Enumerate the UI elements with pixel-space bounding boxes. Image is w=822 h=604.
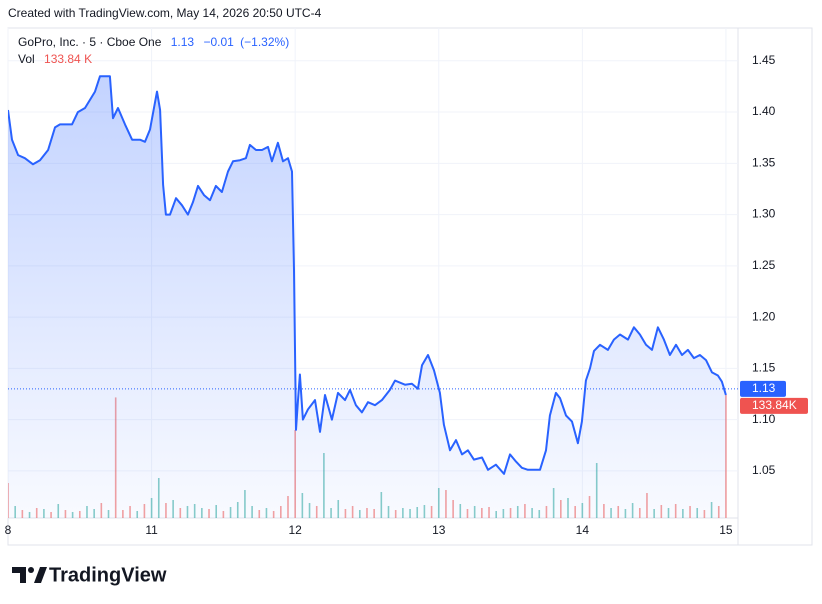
legend-line: GoPro, Inc. · 5 · Cboe One 1.13 −0.01 (−…: [18, 35, 289, 49]
change-percent: (−1.32%): [240, 35, 289, 49]
x-tick-label: 14: [576, 523, 590, 537]
y-tick-label: 1.25: [752, 258, 776, 272]
logo-dot: [28, 567, 34, 573]
volume-legend: Vol 133.84 K: [18, 52, 92, 66]
axes: 1.05 1.10 1.15 1.20 1.25 1.30 1.35 1.40 1.45 8 11 1…: [5, 53, 808, 537]
volume-bar: [725, 395, 727, 518]
x-tick-label: 12: [288, 523, 302, 537]
x-tick-label: 13: [432, 523, 446, 537]
volume-box: [740, 397, 808, 414]
volume-axis-label: 133.84K: [752, 398, 797, 412]
volume-name: Vol: [18, 52, 35, 66]
logo-text: TradingView: [49, 564, 167, 586]
y-tick-label: 1.35: [752, 155, 776, 169]
y-tick-label: 1.20: [752, 309, 776, 323]
price-line: [8, 75, 727, 475]
x-tick-label: 11: [145, 523, 158, 537]
x-tick-label: 8: [5, 523, 12, 537]
last-price-box: [740, 380, 786, 397]
x-tick-label: 15: [719, 523, 733, 537]
y-tick-label: 1.40: [752, 104, 776, 118]
y-tick-label: 1.30: [752, 207, 776, 221]
last-price: 1.13: [171, 35, 195, 49]
symbol: GoPro, Inc. · 5 · Cboe One: [18, 35, 162, 49]
logo-mark: [12, 567, 26, 583]
price-plot: [8, 75, 727, 518]
change: −0.01: [203, 35, 234, 49]
y-tick-label: 1.15: [752, 361, 776, 375]
logo-mark: [34, 567, 47, 583]
logo: TradingView: [12, 564, 167, 586]
last-price-label: 1.13: [752, 381, 776, 395]
price-area: [8, 76, 726, 518]
volume-value: 133.84 K: [44, 52, 92, 66]
y-tick-label: 1.05: [752, 463, 776, 477]
y-tick-label: 1.10: [752, 412, 776, 426]
y-tick-label: 1.45: [752, 53, 776, 67]
created-note: Created with TradingView.com, May 14, 20…: [8, 6, 322, 20]
